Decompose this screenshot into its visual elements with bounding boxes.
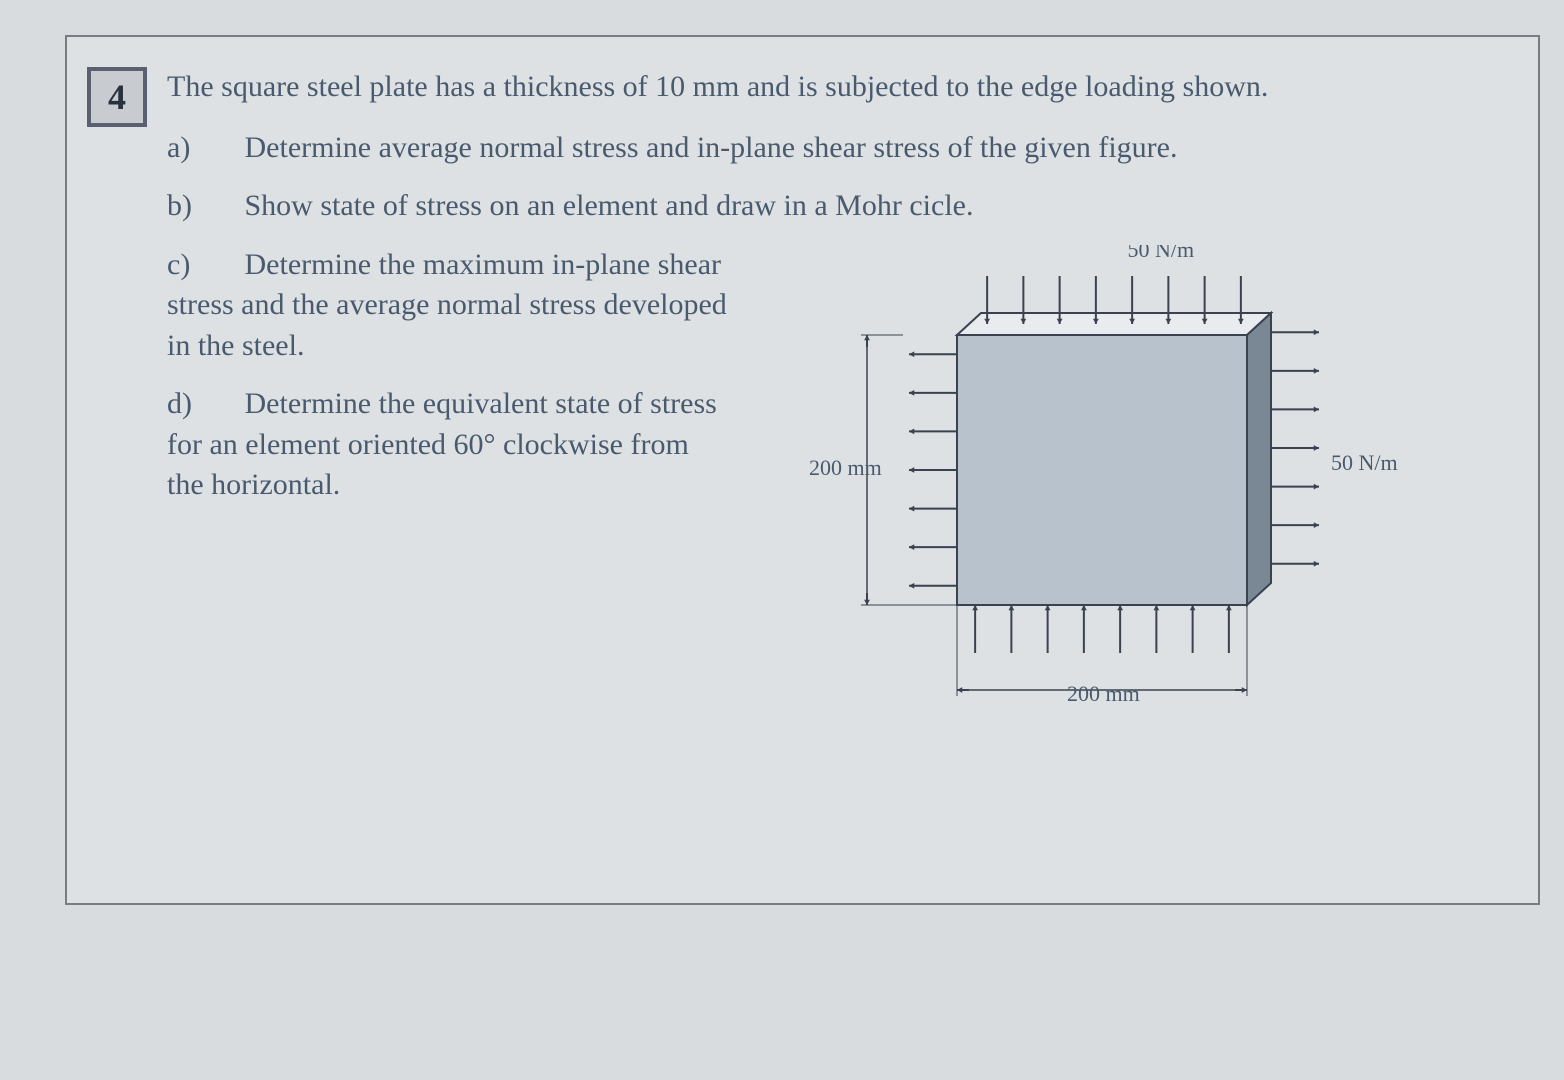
part-d: d) Determine the equivalent state of str…: [167, 384, 727, 506]
part-b: b) Show state of stress on an element an…: [167, 186, 1507, 227]
part-b-label: b): [167, 186, 207, 227]
question-frame: 4 The square steel plate has a thickness…: [65, 35, 1540, 905]
part-d-text: Determine the equivalent state of stress…: [167, 387, 717, 501]
part-a-label: a): [167, 128, 207, 169]
question-intro: The square steel plate has a thickness o…: [167, 67, 1507, 108]
load-right-label: 50 N/m: [1331, 450, 1398, 475]
dim-bottom-label: 200 mm: [1067, 681, 1140, 706]
load-top-label: 50 N/m: [1127, 245, 1194, 262]
figure-column: 200 mm 200 mm 50 N/m 50 N/m: [747, 245, 1507, 745]
question-number: 4: [108, 76, 126, 118]
part-a: a) Determine average normal stress and i…: [167, 128, 1507, 169]
loading-figure: 200 mm 200 mm 50 N/m 50 N/m: [747, 245, 1507, 745]
part-c: c) Determine the maximum in-plane shear …: [167, 245, 727, 367]
part-c-text: Determine the maximum in-plane shear str…: [167, 248, 727, 362]
dim-left-label: 200 mm: [809, 455, 882, 480]
part-b-text: Show state of stress on an element and d…: [245, 189, 974, 222]
part-a-text: Determine average normal stress and in-p…: [245, 131, 1178, 164]
lower-content: c) Determine the maximum in-plane shear …: [167, 245, 1507, 745]
question-number-box: 4: [87, 67, 147, 127]
question-content: The square steel plate has a thickness o…: [167, 67, 1507, 745]
part-c-label: c): [167, 245, 207, 286]
part-d-label: d): [167, 384, 207, 425]
left-column: c) Determine the maximum in-plane shear …: [167, 245, 727, 745]
